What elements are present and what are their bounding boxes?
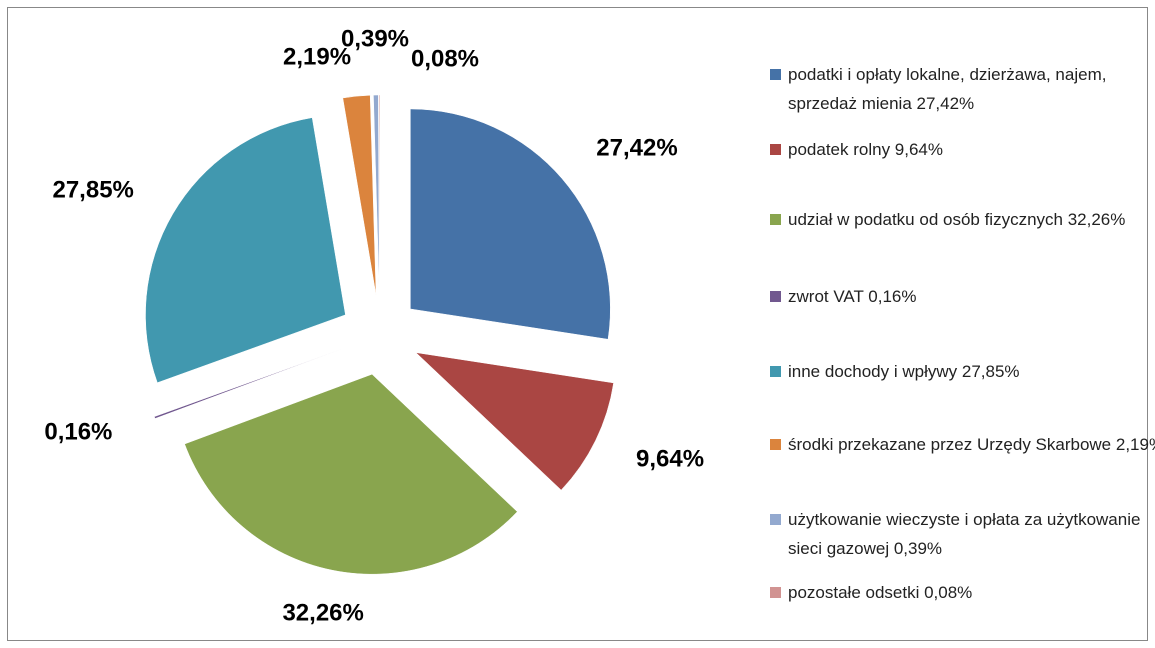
legend-item: podatek rolny 9,64% bbox=[770, 135, 1155, 164]
legend-swatch bbox=[770, 144, 781, 155]
data-label: 27,42% bbox=[596, 135, 677, 162]
data-label: 0,39% bbox=[341, 25, 409, 52]
legend-label: udział w podatku od osób fizycznych 32,2… bbox=[788, 210, 1126, 229]
pie-slice bbox=[410, 108, 611, 340]
chart-border bbox=[7, 7, 1148, 641]
legend-swatch bbox=[770, 587, 781, 598]
legend-label: środki przekazane przez Urzędy Skarbowe … bbox=[788, 435, 1155, 454]
legend-item: użytkowanie wieczyste i opłata za użytko… bbox=[770, 505, 1155, 563]
legend-swatch bbox=[770, 291, 781, 302]
legend-swatch bbox=[770, 214, 781, 225]
legend-label: podatki i opłaty lokalne, dzierżawa, naj… bbox=[788, 65, 1107, 113]
legend-label: użytkowanie wieczyste i opłata za użytko… bbox=[788, 510, 1141, 558]
legend-label: pozostałe odsetki 0,08% bbox=[788, 583, 973, 602]
data-label: 27,85% bbox=[52, 177, 133, 204]
pie-slice bbox=[154, 348, 343, 419]
legend-item: środki przekazane przez Urzędy Skarbowe … bbox=[770, 430, 1155, 459]
legend-item: pozostałe odsetki 0,08% bbox=[770, 578, 1155, 607]
pie-slice bbox=[184, 373, 518, 575]
data-label: 9,64% bbox=[636, 446, 704, 473]
legend-item: podatki i opłaty lokalne, dzierżawa, naj… bbox=[770, 60, 1155, 118]
legend-label: podatek rolny 9,64% bbox=[788, 140, 943, 159]
legend-item: udział w podatku od osób fizycznych 32,2… bbox=[770, 205, 1155, 234]
pie-slice bbox=[373, 94, 380, 296]
legend-swatch bbox=[770, 69, 781, 80]
data-label: 0,16% bbox=[44, 418, 112, 445]
pie-slice bbox=[342, 95, 377, 296]
data-label: 2,19% bbox=[283, 43, 351, 70]
pie-slice bbox=[415, 352, 614, 491]
legend-swatch bbox=[770, 366, 781, 377]
pie-slice bbox=[378, 94, 381, 296]
data-label: 32,26% bbox=[282, 600, 363, 627]
legend-item: inne dochody i wpływy 27,85% bbox=[770, 357, 1155, 386]
legend-swatch bbox=[770, 439, 781, 450]
pie-slice bbox=[145, 117, 346, 384]
legend-swatch bbox=[770, 514, 781, 525]
legend-item: zwrot VAT 0,16% bbox=[770, 282, 1155, 311]
legend-label: inne dochody i wpływy 27,85% bbox=[788, 362, 1020, 381]
legend-label: zwrot VAT 0,16% bbox=[788, 287, 917, 306]
data-label: 0,08% bbox=[411, 45, 479, 72]
